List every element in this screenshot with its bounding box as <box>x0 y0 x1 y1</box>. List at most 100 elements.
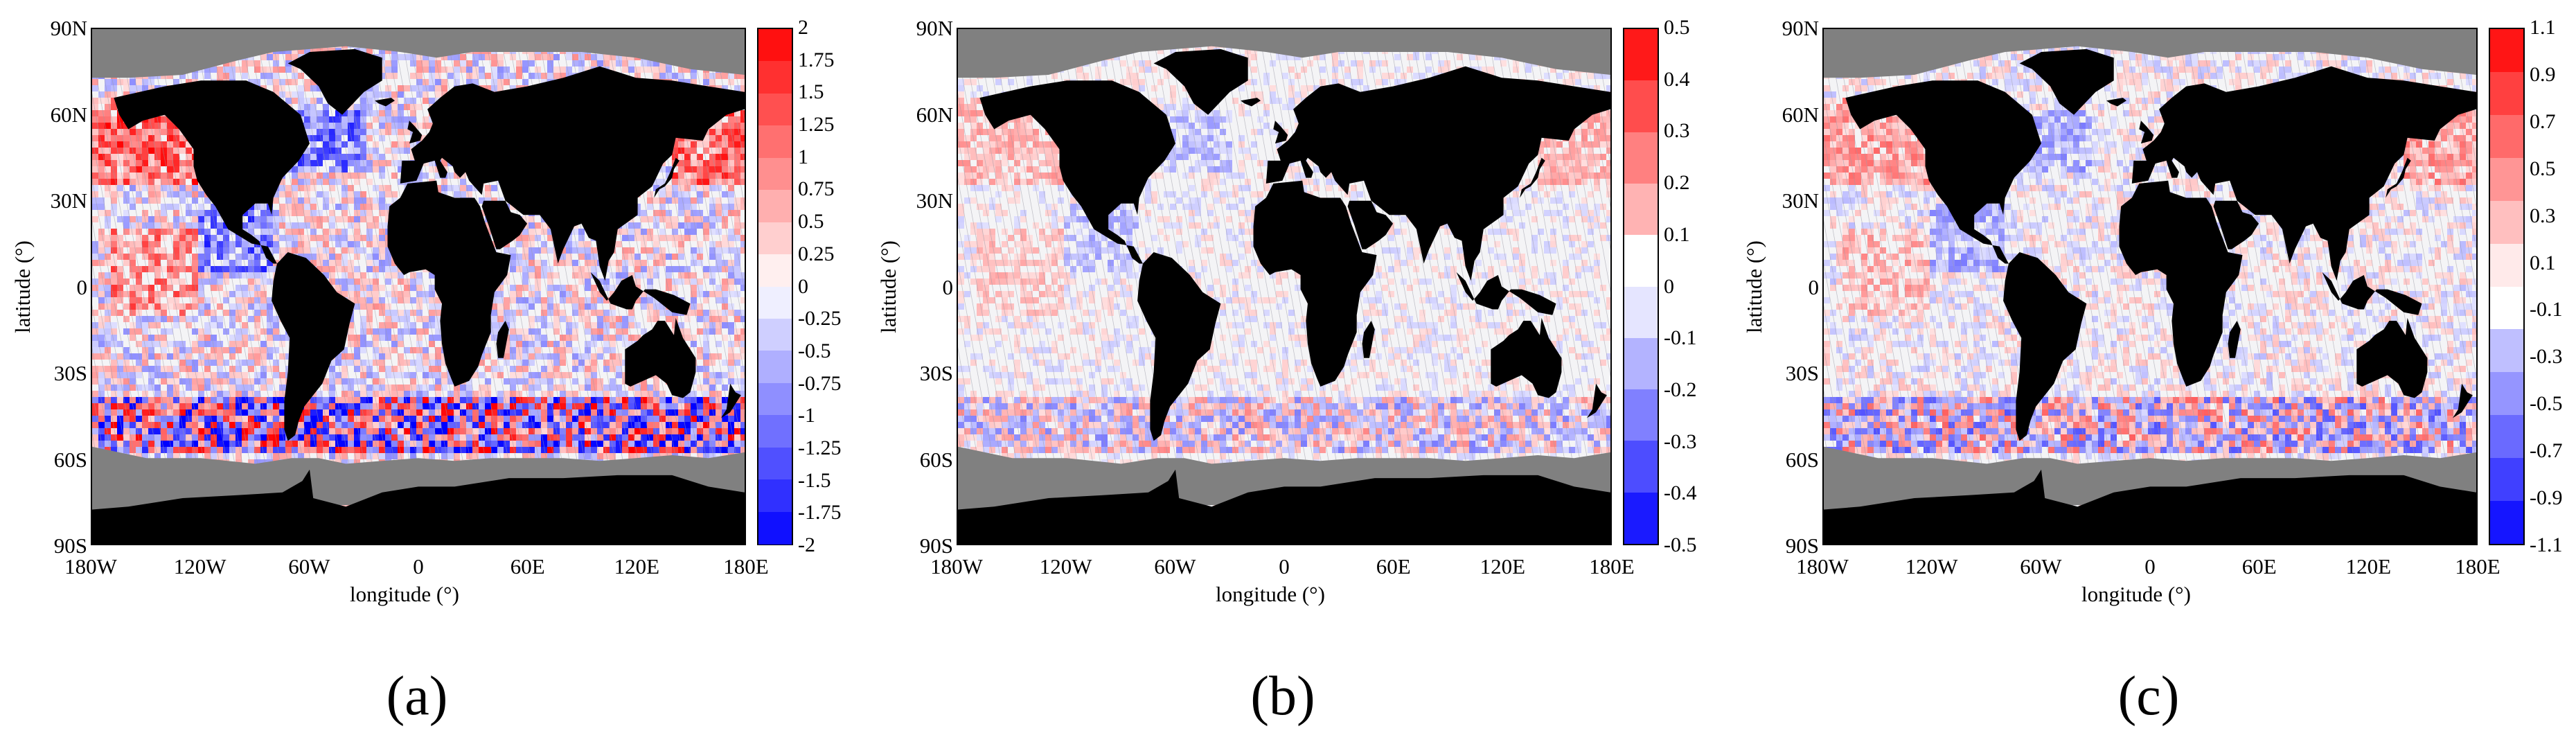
panel-c: 90N 60N 30N 0 30S 60S 90S 180W 120W 60W 0 60E 120E 18… <box>1732 0 2576 742</box>
colorbar-swatch <box>2490 243 2523 287</box>
colorbar-swatch <box>758 61 792 94</box>
lon-tick-label: 180W <box>64 554 117 578</box>
australia-shape <box>1491 317 1562 398</box>
lon-tick-label: 120E <box>2345 554 2392 578</box>
colorbar-tick-label: -1.5 <box>798 468 831 492</box>
colorbar-swatch <box>1624 132 1658 184</box>
colorbar-tick-label: -0.9 <box>2530 486 2563 510</box>
australia-shape <box>625 317 696 398</box>
colorbar-swatch <box>758 447 792 480</box>
panel-label: (c) <box>2117 666 2180 727</box>
lat-tick-label: 90N <box>1782 16 1819 40</box>
arctic-ice-shape <box>958 29 1610 78</box>
lon-tick-label: 120W <box>1905 554 1958 578</box>
greenland-shape <box>287 48 382 115</box>
lat-tick-label: 60S <box>919 447 953 472</box>
colorbar-tick-label: 0.5 <box>1664 16 1690 39</box>
arctic-ice-shape <box>92 29 745 78</box>
iceland-shape <box>2106 98 2126 107</box>
japan-shape <box>2386 157 2411 198</box>
madagascar-shape <box>1362 321 1375 358</box>
x-axis-label: longitude (°) <box>350 582 459 606</box>
colorbar-swatch <box>758 125 792 159</box>
colorbar-tick-label: 0.3 <box>2530 204 2556 227</box>
colorbar-tick-label: 0.3 <box>1664 119 1690 143</box>
arabia-shape <box>481 200 527 249</box>
colorbar <box>1623 28 1659 545</box>
map-svg <box>92 29 745 544</box>
lat-tick-label: 90S <box>53 533 87 558</box>
africa-shape <box>2119 180 2243 387</box>
lat-tick-label: 60S <box>1785 447 1819 472</box>
new-zealand-shape <box>721 383 741 418</box>
colorbar-tick-label: 1.75 <box>798 48 835 71</box>
australia-shape <box>2356 317 2428 398</box>
eurasia-shape <box>400 66 745 281</box>
colorbar-tick-label: -0.3 <box>1664 430 1697 453</box>
map-svg <box>1824 29 2476 544</box>
colorbar-tick-label: 2 <box>798 16 808 39</box>
lon-tick-label: 180W <box>1796 554 1849 578</box>
colorbar-tick-label: -0.2 <box>1664 378 1697 401</box>
lat-tick-label: 0 <box>1808 274 1820 299</box>
antarctica-shape <box>92 469 745 544</box>
colorbar-tick-label: -0.5 <box>2530 392 2563 416</box>
y-axis-label: latitude (°) <box>1742 240 1766 333</box>
lat-tick-label: 30S <box>919 361 953 385</box>
lon-tick-label: 60W <box>288 554 330 578</box>
colorbar-swatch <box>758 93 792 126</box>
south-america-shape <box>1137 252 1221 441</box>
colorbar-tick-label: -0.75 <box>798 371 842 395</box>
colorbar-swatch <box>2490 501 2523 545</box>
colorbar-tick-label: -0.4 <box>1664 482 1697 505</box>
japan-shape <box>654 157 679 198</box>
indonesia-shape <box>2322 272 2422 315</box>
colorbar-swatch <box>758 29 792 62</box>
madagascar-shape <box>2228 321 2241 358</box>
lon-tick-label: 120W <box>1039 554 1092 578</box>
arabia-shape <box>2213 200 2259 249</box>
colorbar-tick-label: 0.1 <box>2530 251 2556 274</box>
madagascar-shape <box>496 321 509 358</box>
colorbar-swatch <box>1624 183 1658 236</box>
map-svg <box>958 29 1610 544</box>
colorbar-tick-label: 1.25 <box>798 113 835 136</box>
colorbar-swatch <box>2490 329 2523 373</box>
lat-tick-label: 30N <box>916 188 953 213</box>
colorbar-swatch <box>2490 157 2523 202</box>
colorbar-swatch <box>1624 441 1658 493</box>
colorbar-tick-label: -1.1 <box>2530 533 2563 556</box>
colorbar-tick-label: 1.5 <box>798 80 824 104</box>
panel-label: (b) <box>1250 666 1315 727</box>
lon-tick-label: 60E <box>2241 554 2277 578</box>
colorbar-tick-label: 0.5 <box>798 210 824 233</box>
new-zealand-shape <box>2453 383 2473 418</box>
lat-tick-label: 30N <box>50 188 87 213</box>
colorbar-tick-label: 0.75 <box>798 177 835 201</box>
colorbar-swatch <box>1624 389 1658 441</box>
colorbar-swatch <box>2490 114 2523 159</box>
indonesia-shape <box>1456 272 1556 315</box>
colorbar-swatch <box>758 318 792 351</box>
lat-tick-label: 30N <box>1782 188 1819 213</box>
lat-tick-label: 90S <box>1785 533 1819 558</box>
colorbar-swatch <box>1624 286 1658 339</box>
colorbar-swatch <box>758 157 792 191</box>
colorbar-tick-label: -0.1 <box>2530 298 2563 321</box>
colorbar-swatch <box>758 415 792 448</box>
colorbar-swatch <box>2490 71 2523 116</box>
iceland-shape <box>1241 98 1261 107</box>
japan-shape <box>1520 157 1545 198</box>
colorbar-swatch <box>758 254 792 287</box>
colorbar-tick-label: 0.5 <box>2530 157 2556 180</box>
south-america-shape <box>272 252 355 441</box>
uk-shape <box>407 121 423 144</box>
lat-tick-label: 60S <box>53 447 87 472</box>
south-america-shape <box>2003 252 2087 441</box>
y-axis-label: latitude (°) <box>10 240 35 333</box>
indonesia-shape <box>590 272 691 315</box>
lon-tick-label: 0 <box>413 554 424 578</box>
lon-tick-label: 180E <box>723 554 769 578</box>
north-america-shape <box>1845 80 2041 264</box>
greenland-shape <box>1153 48 1248 115</box>
